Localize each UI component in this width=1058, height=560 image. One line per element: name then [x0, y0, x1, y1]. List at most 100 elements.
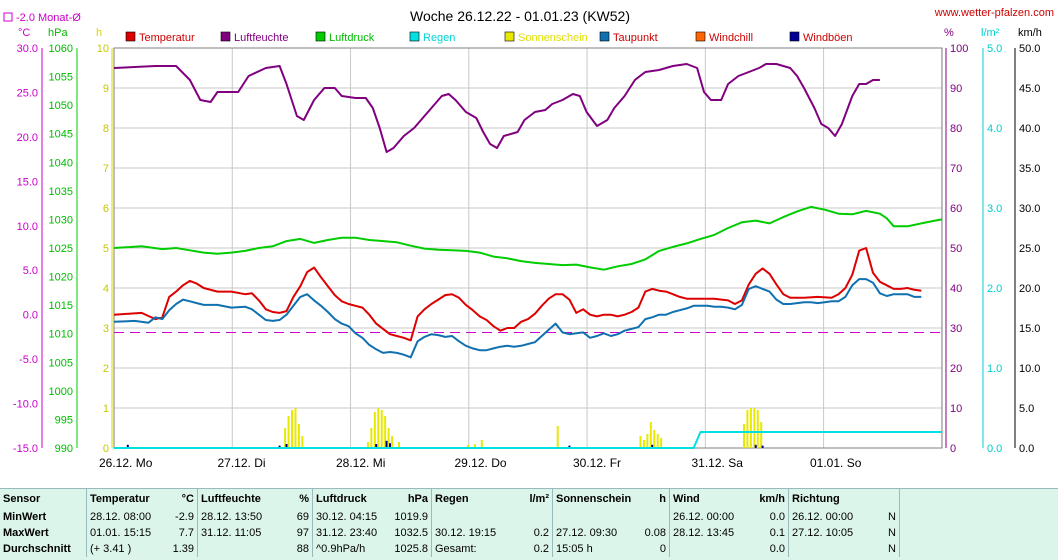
stats-wind-time: 28.12. 13:45	[670, 525, 753, 541]
temp-tick-label: -5.0	[19, 354, 38, 366]
wind-tick-label: 0.0	[1019, 443, 1034, 455]
site-link[interactable]: www.wetter-pfalzen.com	[934, 7, 1054, 19]
temp-tick-label: 5.0	[23, 265, 38, 277]
sunshine-bar	[650, 422, 652, 448]
wind-tick-label: 25.0	[1019, 243, 1040, 255]
x-tick-label: 29.12. Do	[455, 456, 507, 470]
gust-bar	[386, 441, 388, 448]
rain-tick-label: 2.0	[987, 283, 1002, 295]
pressure-tick-label: 1060	[49, 43, 73, 55]
stats-rain-value: 0.2	[516, 541, 553, 557]
sun-tick-label: 2	[103, 363, 109, 375]
legend-swatch	[126, 32, 135, 41]
wind-tick-label: 20.0	[1019, 283, 1040, 295]
series-line-luftfeuchte	[114, 64, 880, 152]
stats-wind-value: 0.0	[752, 509, 789, 525]
stats-header-sun: Sonnenschein	[553, 489, 640, 509]
rain-unit-label: l/m²	[981, 27, 1000, 39]
humidity-tick-label: 20	[950, 363, 962, 375]
temp-tick-label: 25.0	[17, 87, 38, 99]
stats-press-time: 30.12. 04:15	[313, 509, 390, 525]
chart-title: Woche 26.12.22 - 01.01.23 (KW52)	[410, 8, 630, 24]
bars	[127, 408, 764, 448]
pressure-unit-label: hPa	[48, 27, 68, 39]
stats-header-rain-unit: l/m²	[516, 489, 553, 509]
legend-swatch	[410, 32, 419, 41]
pressure-tick-label: 1000	[49, 386, 73, 398]
pressure-tick-label: 995	[55, 414, 73, 426]
sunshine-bar	[370, 428, 372, 448]
wind-tick-label: 10.0	[1019, 363, 1040, 375]
sunshine-bar	[557, 426, 559, 448]
pressure-tick-label: 1035	[49, 186, 73, 198]
stats-dir-time: 27.12. 10:05	[789, 525, 872, 541]
stats-sun-value: 0.08	[639, 525, 670, 541]
statistics-panel: Sensor Temperatur °C Luftfeuchte % Luftd…	[0, 488, 1058, 560]
sunshine-bar	[743, 424, 745, 448]
stats-header-wind: Wind	[670, 489, 753, 509]
sunshine-bar	[381, 410, 383, 448]
wind-tick-label: 50.0	[1019, 43, 1040, 55]
sunshine-bar	[660, 438, 662, 448]
legend-label: Sonnenschein	[518, 32, 588, 44]
stats-header-filler	[900, 489, 1058, 509]
humidity-tick-label: 80	[950, 123, 962, 135]
pressure-tick-label: 1025	[49, 243, 73, 255]
stats-hum-time: 28.12. 13:50	[198, 509, 285, 525]
stats-wind-value: 0.1	[752, 525, 789, 541]
humidity-tick-label: 40	[950, 283, 962, 295]
sun-tick-label: 5	[103, 243, 109, 255]
sunshine-bar	[760, 422, 762, 448]
temp-tick-label: 15.0	[17, 176, 38, 188]
series-line-regen	[114, 432, 942, 448]
stats-press-value: 1025.8	[389, 541, 432, 557]
sun-tick-label: 10	[97, 43, 109, 55]
stats-temp-time: 01.01. 15:15	[87, 525, 162, 541]
stats-header-wind-unit: km/h	[752, 489, 789, 509]
humidity-tick-label: 50	[950, 243, 962, 255]
temp-tick-label: 10.0	[17, 221, 38, 233]
legend-swatch	[505, 32, 514, 41]
pressure-tick-label: 990	[55, 443, 73, 455]
legend-label: Luftdruck	[329, 32, 375, 44]
temp-tick-label: 20.0	[17, 132, 38, 144]
legend-swatch	[316, 32, 325, 41]
sunshine-bar	[646, 434, 648, 448]
humidity-tick-label: 100	[950, 43, 968, 55]
temp-unit-label: °C	[18, 27, 30, 39]
stats-dir-value: N	[871, 509, 900, 525]
sunshine-bar	[750, 408, 752, 448]
humidity-tick-label: 10	[950, 403, 962, 415]
pressure-tick-label: 1030	[49, 214, 73, 226]
wind-unit-label: km/h	[1018, 27, 1042, 39]
sunshine-bar	[374, 412, 376, 448]
sunshine-bar	[294, 408, 296, 448]
stats-header-temp-unit: °C	[161, 489, 198, 509]
x-tick-label: 01.01. So	[810, 456, 862, 470]
series-line-taupunkt	[114, 279, 921, 357]
stats-row-max: MaxWert 01.01. 15:15 7.7 31.12. 11:05 97…	[0, 525, 1058, 541]
pressure-tick-label: 1040	[49, 157, 73, 169]
statistics-table: Sensor Temperatur °C Luftfeuchte % Luftd…	[0, 489, 1058, 557]
legend-swatch	[221, 32, 230, 41]
stats-header-rain: Regen	[432, 489, 517, 509]
stats-press-value: 1019.9	[389, 509, 432, 525]
temp-tick-label: -10.0	[13, 399, 38, 411]
sunshine-bar	[298, 424, 300, 448]
x-tick-label: 30.12. Fr	[573, 456, 621, 470]
stats-header-press-unit: hPa	[389, 489, 432, 509]
pressure-tick-label: 1020	[49, 272, 73, 284]
legend-swatch	[696, 32, 705, 41]
pressure-tick-label: 1010	[49, 329, 73, 341]
stats-rain-time: Gesamt:	[432, 541, 517, 557]
sunshine-bar	[288, 416, 290, 448]
stats-hum-value: 97	[284, 525, 313, 541]
humidity-tick-label: 0	[950, 443, 956, 455]
stats-rain-value	[516, 509, 553, 525]
stats-wind-value: 0.0	[752, 541, 789, 557]
stats-header-hum: Luftfeuchte	[198, 489, 285, 509]
stats-filler	[900, 509, 1058, 525]
temp-tick-label: 30.0	[17, 43, 38, 55]
